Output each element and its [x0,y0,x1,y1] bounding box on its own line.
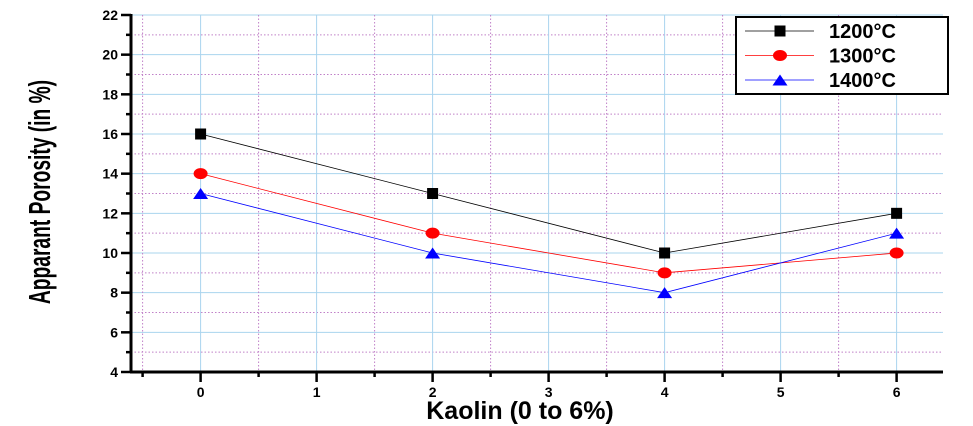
y-tick-label: 8 [110,285,118,301]
legend-label: 1200°C [829,21,896,43]
legend-marker [772,74,788,86]
x-tick-label: 1 [313,384,321,400]
data-point [657,287,673,299]
series-3 [193,188,905,299]
x-tick-label: 4 [661,384,669,400]
data-point [657,267,672,279]
x-axis-title: Kaolin (0 to 6%) [426,397,614,425]
x-tick-label: 3 [545,384,553,400]
legend-marker [773,50,787,61]
y-tick-label: 14 [102,166,118,182]
data-point [425,227,440,239]
y-tick-label: 12 [102,205,118,221]
x-tick-label: 5 [777,384,785,400]
y-tick-label: 18 [102,86,118,102]
y-axis-title: Apparant Porosity (in %) [24,80,58,304]
series-line [200,193,897,294]
y-tick-label: 4 [110,364,118,380]
x-tick-label: 2 [429,384,437,400]
data-point [193,188,209,199]
y-tick-label: 10 [102,245,118,261]
data-point [659,247,671,259]
y-tick-label: 16 [102,126,118,142]
data-point [425,247,441,259]
y-tick-label: 20 [102,47,118,63]
series-1 [195,128,903,259]
data-point [891,207,903,219]
y-tick-label: 6 [110,324,118,340]
legend-marker [774,25,786,37]
data-point [427,188,439,199]
data-point [193,168,208,180]
data-point [889,227,905,239]
data-point [889,247,904,259]
legend-label: 1300°C [829,46,896,68]
legend-label: 1400°C [829,70,896,92]
y-tick-label: 22 [102,7,118,23]
data-point [195,128,207,140]
x-tick-label: 6 [893,384,901,400]
x-tick-label: 0 [197,384,205,400]
series-line [200,133,897,254]
series-layer [193,128,905,299]
